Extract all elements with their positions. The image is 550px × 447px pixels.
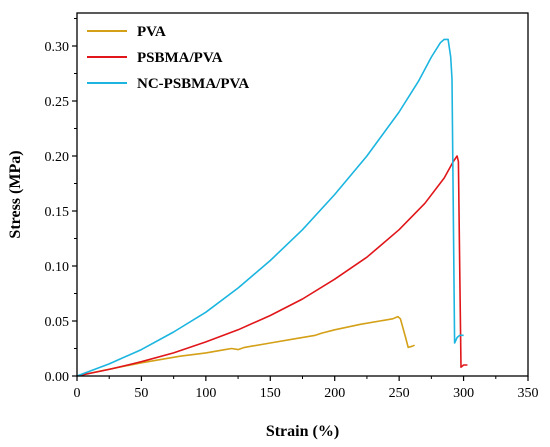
y-tick-label: 0.25 [45, 95, 70, 110]
x-axis-ticks: 0 50 100 150 200 250 300 350 [74, 376, 539, 401]
x-tick-label: 0 [74, 386, 81, 401]
y-tick-label: 0.00 [45, 370, 70, 385]
x-tick-label: 200 [324, 386, 345, 401]
x-tick-label: 350 [518, 386, 539, 401]
legend: PVA PSBMA/PVA NC-PSBMA/PVA [87, 24, 249, 92]
legend-label: PVA [137, 24, 166, 40]
y-axis-title: Stress (MPa) [7, 150, 24, 238]
x-axis-title: Strain (%) [266, 423, 339, 440]
series-line-2 [76, 38, 464, 377]
x-tick-label: 250 [389, 386, 410, 401]
y-tick-label: 0.20 [45, 150, 70, 165]
legend-label: PSBMA/PVA [137, 50, 223, 66]
series-line-1 [76, 155, 468, 377]
x-tick-label: 100 [195, 386, 216, 401]
y-tick-label: 0.15 [45, 205, 70, 220]
y-tick-label: 0.05 [45, 315, 70, 330]
series-curves [76, 38, 468, 377]
x-tick-label: 50 [134, 386, 148, 401]
y-tick-label: 0.30 [45, 40, 70, 55]
y-tick-label: 0.10 [45, 260, 70, 275]
x-tick-label: 300 [453, 386, 474, 401]
x-tick-label: 150 [260, 386, 281, 401]
legend-label: NC-PSBMA/PVA [137, 76, 249, 92]
series-line-0 [76, 315, 415, 377]
y-axis-ticks: 0.00 0.05 0.10 0.15 0.20 0.25 0.30 [45, 18, 77, 385]
